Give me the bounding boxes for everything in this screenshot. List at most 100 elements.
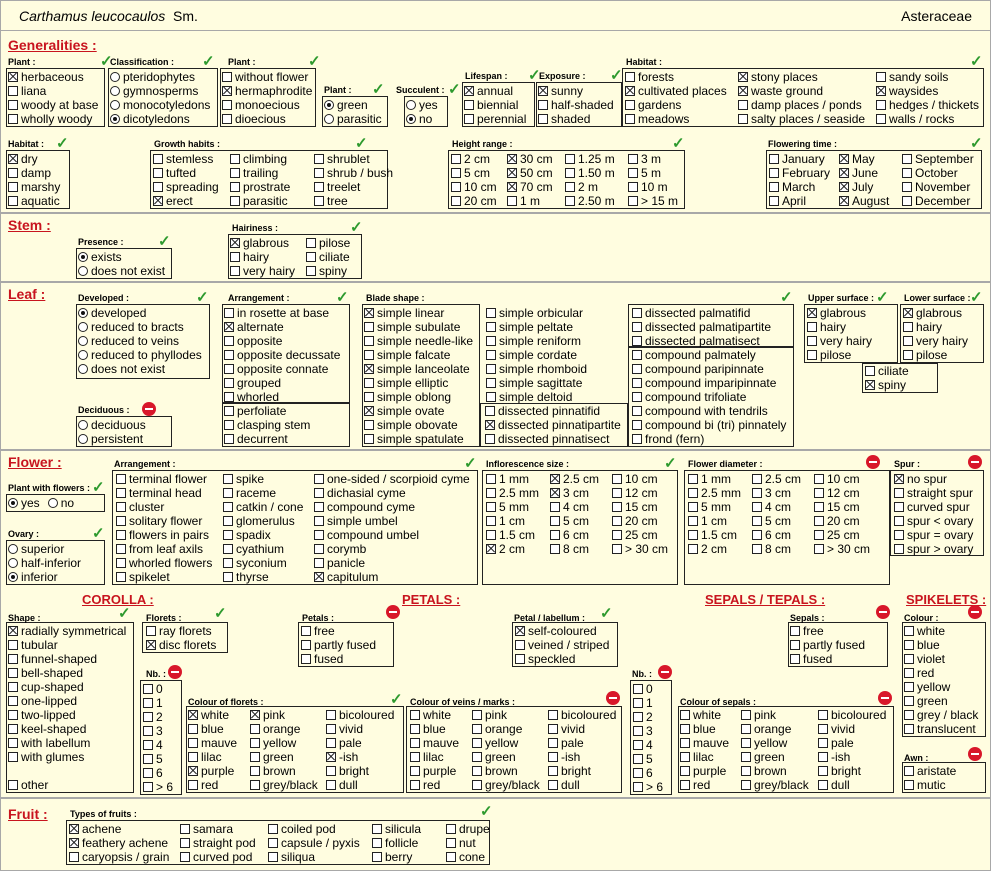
lower-option[interactable]: hairy [903,320,968,334]
infl-size-option[interactable]: 8 cm [550,542,599,556]
checkbox[interactable] [680,780,690,790]
blade-option[interactable]: simple elliptic [364,376,473,390]
nb-petals-option[interactable]: 6 [143,766,173,780]
col-veins-option[interactable]: mauve [410,736,459,750]
spk-colour-option[interactable]: violet [904,652,978,666]
checkbox[interactable] [814,502,824,512]
spk-colour-option[interactable]: green [904,694,978,708]
checkbox[interactable] [8,114,18,124]
checkbox[interactable] [188,766,198,776]
checkbox[interactable] [8,780,18,790]
checkbox[interactable] [268,852,278,862]
checkbox[interactable] [548,710,558,720]
arrangement-option[interactable]: whorled [224,390,340,404]
fruits-option[interactable]: caryopsis / grain [69,850,169,864]
col-veins-option[interactable]: grey/black [472,778,540,792]
col-sepals-option[interactable]: orange [741,722,809,736]
checkbox[interactable] [250,780,260,790]
checkbox[interactable] [143,698,153,708]
withflowers-option[interactable]: no [47,496,74,510]
checkbox[interactable] [632,350,642,360]
ovary-option[interactable]: inferior [8,570,81,584]
upper-option[interactable]: glabrous [807,306,872,320]
checkbox[interactable] [301,640,311,650]
col-sepals-option[interactable]: brown [741,764,809,778]
infl-size-option[interactable]: 12 cm [612,486,668,500]
infl-arr-option[interactable]: dichasial cyme [314,486,470,500]
checkbox[interactable] [902,154,912,164]
corolla-shape-option[interactable]: one-lipped [8,694,126,708]
lifespan-option[interactable]: biennial [464,98,526,112]
checkbox[interactable] [904,710,914,720]
blade-option[interactable]: simple reniform [486,334,587,348]
col-veins-option[interactable]: green [472,750,540,764]
checkbox[interactable] [143,684,153,694]
col-sepals-option[interactable]: grey/black [741,778,809,792]
nb-petals-option[interactable]: 5 [143,752,173,766]
checkbox[interactable] [306,266,316,276]
checkbox[interactable] [314,516,324,526]
nb-sepals-option[interactable]: > 6 [633,780,663,794]
plant-colour-option[interactable]: green [324,98,382,112]
radio-button[interactable] [78,350,88,360]
flower-diam-option[interactable]: 20 cm [814,514,870,528]
checkbox[interactable] [230,266,240,276]
spk-colour-option[interactable]: blue [904,638,978,652]
checkbox[interactable] [628,154,638,164]
checkbox[interactable] [224,434,234,444]
infl-size-option[interactable]: 1 mm [486,472,539,486]
checkbox[interactable] [250,710,260,720]
blade4-option[interactable]: compound paripinnate [632,362,786,376]
checkbox[interactable] [807,336,817,346]
checkbox[interactable] [188,752,198,762]
flowering-option[interactable]: December [902,194,974,208]
habitat1-option[interactable]: sandy soils [876,70,979,84]
checkbox[interactable] [326,738,336,748]
checkbox[interactable] [472,752,482,762]
checkbox[interactable] [326,724,336,734]
checkbox[interactable] [612,502,622,512]
blade-option[interactable]: simple spatulate [364,432,473,446]
habitat2-option[interactable]: damp [8,166,60,180]
checkbox[interactable] [143,768,153,778]
plant-type-option[interactable]: liana [8,84,98,98]
spk-colour-option[interactable]: yellow [904,680,978,694]
checkbox[interactable] [314,154,324,164]
classification-option[interactable]: pteridophytes [110,70,210,84]
checkbox[interactable] [752,516,762,526]
infl-size-option[interactable]: 5 cm [550,514,599,528]
checkbox[interactable] [814,516,824,526]
col-sepals-option[interactable]: red [680,778,729,792]
col-veins-option[interactable]: pink [472,708,540,722]
spk-colour-option[interactable]: translucent [904,722,978,736]
checkbox[interactable] [364,350,374,360]
checkbox[interactable] [314,558,324,568]
upper-option[interactable]: hairy [807,320,872,334]
checkbox[interactable] [153,168,163,178]
sepals-option[interactable]: partly fused [790,638,865,652]
spk-colour-option[interactable]: grey / black [904,708,978,722]
checkbox[interactable] [818,780,828,790]
plant-flower-option[interactable]: dioecious [222,112,312,126]
checkbox[interactable] [807,350,817,360]
checkbox[interactable] [904,626,914,636]
checkbox[interactable] [188,710,198,720]
checkbox[interactable] [625,86,635,96]
growth-option[interactable]: parasitic [230,194,290,208]
flower-diam-option[interactable]: 1.5 cm [688,528,741,542]
blade4-option[interactable]: compound imparipinnate [632,376,786,390]
petals-option[interactable]: free [301,624,376,638]
checkbox[interactable] [680,738,690,748]
checkbox[interactable] [223,516,233,526]
radio-button[interactable] [47,498,58,508]
flowering-option[interactable]: March [769,180,830,194]
blade2-option[interactable]: dissected pinnatipartite [485,418,621,432]
checkbox[interactable] [486,488,496,498]
blade3-option[interactable]: dissected palmatisect [632,334,771,348]
checkbox[interactable] [904,682,914,692]
surface2-option[interactable]: spiny [865,378,909,392]
checkbox[interactable] [807,322,817,332]
checkbox[interactable] [8,696,18,706]
radio-button[interactable] [110,100,120,110]
checkbox[interactable] [372,852,382,862]
